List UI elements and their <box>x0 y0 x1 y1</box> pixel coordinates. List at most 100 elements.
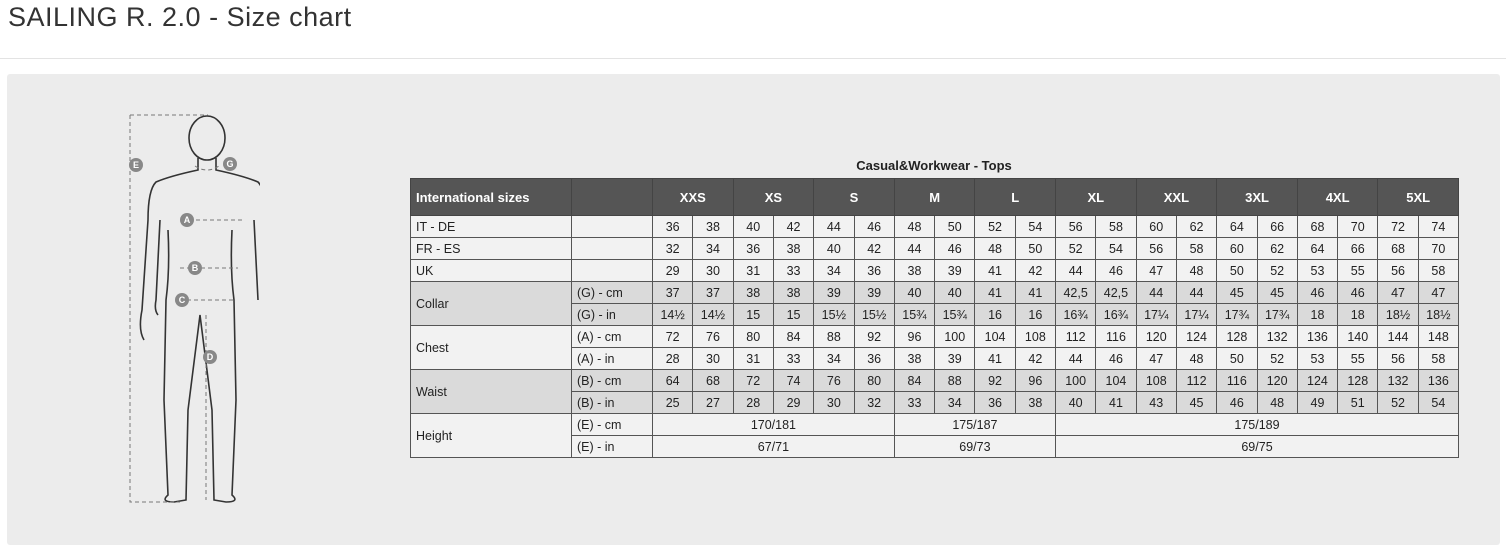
table-cell: 38 <box>893 259 936 282</box>
row-unit <box>571 237 653 260</box>
table-cell: 132 <box>1377 369 1419 392</box>
table-cell: 60 <box>1135 215 1177 238</box>
table-row: Collar (G) - cm 37 37 38 38 39 39 40 40 41 41 42,5 42… <box>410 281 1460 326</box>
table-cell: 112 <box>1055 325 1097 348</box>
table-cell: 140 <box>1337 325 1379 348</box>
height-range-cell: 175/189 <box>1055 413 1459 436</box>
table-cell: 52 <box>1377 391 1419 414</box>
table-cell: 34 <box>813 347 855 370</box>
table-cell: 47 <box>1377 281 1419 304</box>
row-unit: (A) - in <box>571 347 653 370</box>
page-title: SAILING R. 2.0 - Size chart <box>8 2 352 32</box>
table-cell: 55 <box>1337 259 1379 282</box>
row-unit <box>571 259 653 282</box>
table-row: IT - DE 36 38 40 42 44 46 48 50 52 54 56 58 60 62 64 66 6… <box>410 215 1460 238</box>
table-cell: 70 <box>1337 215 1379 238</box>
height-range-cell: 175/187 <box>893 413 1057 436</box>
table-cell: 52 <box>1256 259 1298 282</box>
figure-label-b: B <box>192 263 199 273</box>
table-cell: 88 <box>813 325 855 348</box>
table-cell: 50 <box>1014 237 1057 260</box>
table-cell: 44 <box>1055 347 1097 370</box>
table-cell: 100 <box>1055 369 1097 392</box>
table-cell: 15½ <box>853 303 895 326</box>
table-cell: 37 <box>651 281 694 304</box>
figure-label-c: C <box>179 295 186 305</box>
table-cell: 15 <box>732 303 774 326</box>
table-cell: 48 <box>974 237 1016 260</box>
table-cell: 72 <box>732 369 774 392</box>
size-table: International sizes XXS XS S M L XL XXL 3XL 4XL 5X… <box>410 178 1460 458</box>
table-cell: 58 <box>1095 215 1137 238</box>
row-unit <box>571 215 653 238</box>
table-cell: 38 <box>772 281 815 304</box>
row-group-label: IT - DE <box>410 215 572 238</box>
table-cell: 44 <box>893 237 936 260</box>
table-cell: 28 <box>651 347 694 370</box>
table-cell: 47 <box>1135 347 1177 370</box>
table-cell: 124 <box>1296 369 1339 392</box>
table-cell: 18½ <box>1377 303 1419 326</box>
table-cell: 66 <box>1337 237 1379 260</box>
table-cell: 45 <box>1175 391 1218 414</box>
table-cell: 47 <box>1135 259 1177 282</box>
table-row-height: Height (E) - cm 170/181 175/187 175/189 <box>410 413 1459 458</box>
table-cell: 51 <box>1337 391 1379 414</box>
table-cell: 62 <box>1175 215 1218 238</box>
table-cell: 36 <box>974 391 1016 414</box>
table-cell: 120 <box>1256 369 1298 392</box>
table-cell: 52 <box>974 215 1016 238</box>
table-cell: 46 <box>1296 281 1339 304</box>
row-group-label: FR - ES <box>410 237 572 260</box>
table-cell: 112 <box>1175 369 1218 392</box>
table-cell: 44 <box>813 215 855 238</box>
table-row: FR - ES 32 34 36 38 40 42 44 46 48 50 52 54 56 58 60 62 6… <box>410 237 1460 260</box>
table-cell: 50 <box>1216 347 1258 370</box>
table-cell: 76 <box>692 325 734 348</box>
table-cell: 80 <box>853 369 895 392</box>
divider <box>0 58 1506 59</box>
table-cell: 18½ <box>1417 303 1460 326</box>
table-cell: 50 <box>1216 259 1258 282</box>
table-cell: 132 <box>1256 325 1298 348</box>
table-cell: 104 <box>1095 369 1137 392</box>
table-cell: 16¾ <box>1095 303 1137 326</box>
table-cell: 42,5 <box>1055 281 1097 304</box>
table-cell: 42 <box>772 215 815 238</box>
body-measurement-figure: E G A B C D <box>129 114 260 503</box>
table-cell: 46 <box>934 237 976 260</box>
table-cell: 56 <box>1377 347 1419 370</box>
table-cell: 58 <box>1175 237 1218 260</box>
figure-label-g: G <box>226 159 233 169</box>
figure-label-d: D <box>207 352 214 362</box>
row-group-label: Collar <box>410 281 572 326</box>
table-cell: 31 <box>732 259 774 282</box>
table-cell: 34 <box>692 237 734 260</box>
table-cell: 64 <box>1216 215 1258 238</box>
row-unit: (B) - cm <box>571 369 653 392</box>
table-cell: 128 <box>1337 369 1379 392</box>
table-cell: 46 <box>1216 391 1258 414</box>
table-cell: 39 <box>853 281 895 304</box>
table-cell: 49 <box>1296 391 1339 414</box>
row-unit: (B) - in <box>571 391 653 414</box>
table-cell: 52 <box>1256 347 1298 370</box>
table-cell: 68 <box>692 369 734 392</box>
table-cell: 38 <box>772 237 815 260</box>
table-cell: 16 <box>1014 303 1057 326</box>
header-row: International sizes XXS XS S M L XL XXL 3XL 4XL 5X… <box>410 178 1459 216</box>
table-cell: 45 <box>1216 281 1258 304</box>
table-cell: 27 <box>692 391 734 414</box>
height-range-cell: 69/75 <box>1055 435 1459 458</box>
table-cell: 41 <box>974 281 1016 304</box>
table-cell: 36 <box>853 347 895 370</box>
table-cell: 70 <box>1417 237 1460 260</box>
table-cell: 41 <box>1014 281 1057 304</box>
table-cell: 40 <box>934 281 976 304</box>
table-cell: 74 <box>1417 215 1460 238</box>
table-cell: 14½ <box>692 303 734 326</box>
header-size: M <box>893 178 976 216</box>
table-cell: 30 <box>813 391 855 414</box>
table-cell: 56 <box>1135 237 1177 260</box>
table-cell: 136 <box>1296 325 1339 348</box>
